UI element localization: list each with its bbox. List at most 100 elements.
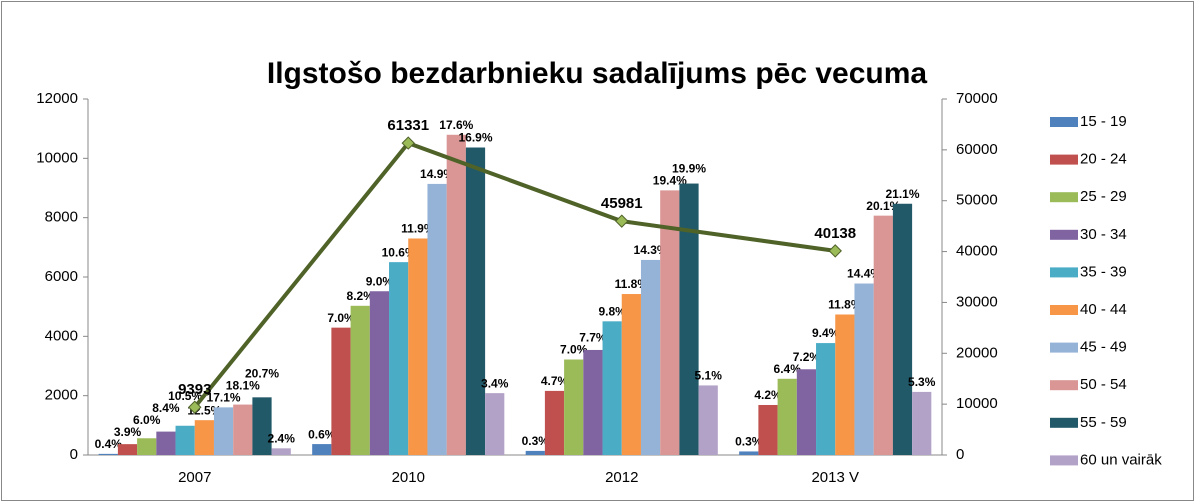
percent-label: 14.9% <box>420 167 454 181</box>
percent-label: 20.7% <box>245 367 279 381</box>
percent-label: 0.6% <box>308 427 336 441</box>
percent-label: 3.9% <box>114 425 142 439</box>
legend-swatch <box>1050 192 1078 203</box>
line-label: 61331 <box>387 117 429 134</box>
bar <box>194 420 214 455</box>
total-line <box>193 140 836 409</box>
percent-label: 3.4% <box>481 376 509 390</box>
bar <box>369 291 390 455</box>
bar <box>117 444 138 455</box>
percent-label: 11.8% <box>615 277 649 291</box>
y-tick-label: 12000 <box>36 90 78 107</box>
legend-label: 25 - 29 <box>1080 188 1127 205</box>
legend-label: 55 - 59 <box>1080 414 1127 431</box>
y2-tick-label: 40000 <box>956 243 998 260</box>
bar <box>640 259 661 455</box>
bar <box>446 134 466 455</box>
legend-label: 45 - 49 <box>1080 339 1127 356</box>
bar <box>758 404 778 455</box>
x-tick-label: 2013 V <box>811 469 859 486</box>
line-marker <box>188 400 202 414</box>
percent-label: 6.4% <box>774 362 802 376</box>
legend-label: 15 - 19 <box>1080 113 1127 130</box>
bar <box>679 183 699 456</box>
bar <box>98 453 118 455</box>
legend-label: 30 - 34 <box>1080 226 1127 243</box>
percent-label: 17.1% <box>207 391 241 405</box>
bar <box>213 407 234 455</box>
legend-swatch <box>1050 117 1078 127</box>
bar <box>564 359 584 455</box>
bar <box>465 147 486 455</box>
legend-swatch <box>1050 154 1078 165</box>
percent-label: 9.8% <box>598 304 626 318</box>
line-label: 9393 <box>178 381 211 398</box>
bar <box>796 369 817 455</box>
bar <box>854 283 874 455</box>
legend-swatch <box>1050 380 1078 391</box>
y2-tick-label: 60000 <box>956 141 998 158</box>
percent-label: 11.8% <box>828 298 862 312</box>
bar <box>621 294 641 455</box>
percent-label: 20.1% <box>866 199 900 213</box>
y-tick-label: 0 <box>70 446 78 463</box>
y-tick-label: 4000 <box>45 327 78 344</box>
y2-tick-label: 10000 <box>956 395 998 412</box>
chart-title: Ilgstošo bezdarbnieku sadalījums pēc vec… <box>267 57 928 90</box>
bar <box>408 238 428 455</box>
y-tick-label: 2000 <box>45 387 78 404</box>
bar <box>137 438 157 455</box>
percent-label: 9.4% <box>812 326 840 340</box>
bar <box>156 431 176 455</box>
x-tick-label: 2012 <box>605 469 638 486</box>
bar <box>544 390 565 455</box>
legend-label: 20 - 24 <box>1080 151 1127 168</box>
percent-label: 10.5% <box>168 389 202 403</box>
legend-swatch <box>1050 267 1078 278</box>
line-marker <box>615 214 629 228</box>
legend-swatch <box>1050 229 1078 240</box>
bar <box>389 262 409 455</box>
y2-tick-label: 0 <box>956 446 964 463</box>
bar <box>233 404 253 455</box>
y2-tick-label: 70000 <box>956 90 998 107</box>
percent-label: 0.3% <box>522 434 550 448</box>
y-tick-label: 10000 <box>36 149 78 166</box>
legend-label: 35 - 39 <box>1080 263 1127 280</box>
percent-label: 5.1% <box>695 369 723 383</box>
percent-label: 16.9% <box>458 131 492 145</box>
legend-swatch <box>1050 342 1078 353</box>
y-tick-label: 8000 <box>45 209 78 226</box>
bar <box>698 385 718 455</box>
bar <box>739 451 759 455</box>
percent-label: 14.3% <box>634 243 668 257</box>
bar <box>525 450 545 455</box>
line-marker <box>401 136 415 150</box>
percent-label: 4.7% <box>541 374 569 388</box>
percent-label: 14.4% <box>847 267 881 281</box>
percent-label: 19.9% <box>672 162 706 176</box>
percent-label: 5.3% <box>908 375 936 389</box>
x-tick-label: 2010 <box>392 469 425 486</box>
bar <box>427 183 447 455</box>
x-tick-label: 2007 <box>178 469 211 486</box>
y2-tick-label: 30000 <box>956 293 998 310</box>
bar <box>312 444 332 455</box>
bar <box>777 378 797 455</box>
percent-label: 0.3% <box>735 435 763 449</box>
percent-label: 17.6% <box>439 118 473 132</box>
percent-label: 4.2% <box>754 388 782 402</box>
legend-swatch <box>1050 455 1078 466</box>
bar <box>892 203 913 455</box>
percent-label: 7.0% <box>327 311 355 325</box>
percent-label: 9.0% <box>366 274 394 288</box>
legend-label: 50 - 54 <box>1080 376 1127 393</box>
bar <box>873 215 893 455</box>
legend-swatch <box>1050 417 1078 428</box>
y2-tick-label: 20000 <box>956 344 998 361</box>
percent-label: 2.4% <box>268 431 296 445</box>
percent-label: 7.7% <box>579 331 607 345</box>
percent-label: 0.4% <box>95 437 123 451</box>
bar <box>660 190 680 455</box>
